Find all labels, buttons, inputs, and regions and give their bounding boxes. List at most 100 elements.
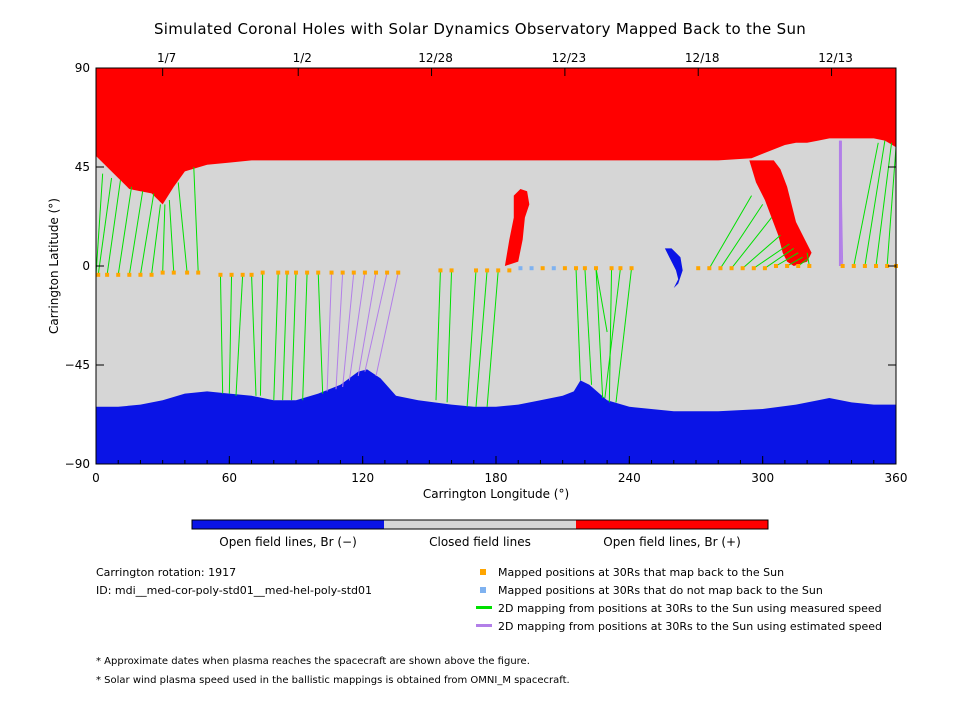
- x-axis-label: Carrington Longitude (°): [423, 487, 569, 501]
- measured-mapping-line: [235, 274, 244, 396]
- measured-mapping-line: [775, 252, 799, 267]
- date-tick-label: 12/28: [418, 51, 453, 65]
- mapped-point: [540, 266, 545, 271]
- measured-mapping-line: [731, 217, 772, 269]
- legend-swatch-estimated: [476, 624, 492, 627]
- south-coronal-hole: [96, 369, 896, 464]
- mapped-point: [240, 272, 245, 277]
- mapped-point: [862, 264, 867, 268]
- measured-mapping-line: [282, 272, 288, 401]
- measured-mapping-line: [584, 268, 593, 385]
- measured-mapping-line: [720, 204, 764, 269]
- measured-mapping-line: [95, 173, 104, 275]
- y-tick-label: 90: [75, 61, 90, 75]
- measured-mapping-line: [291, 272, 297, 401]
- mapped-point: [574, 266, 578, 271]
- measured-mapping-line: [177, 182, 188, 273]
- measured-mapping-line: [806, 252, 810, 267]
- measured-mapping-line: [151, 204, 161, 275]
- colorbar-label-negative: Open field lines, Br (−): [219, 535, 357, 549]
- estimated-mapping-line: [364, 272, 388, 372]
- mapped-point: [718, 266, 723, 271]
- carrington-rotation: Carrington rotation: 1917: [96, 566, 237, 579]
- mapped-point: [138, 272, 143, 277]
- date-tick-label: 1/7: [157, 51, 176, 65]
- mapped-point: [707, 266, 712, 271]
- measured-mapping-line: [875, 142, 893, 267]
- mapped-point: [362, 270, 367, 275]
- measured-mapping-line: [595, 268, 608, 333]
- y-tick-label: 45: [75, 160, 90, 174]
- mapped-point: [751, 266, 756, 271]
- estimated-mapping-line: [326, 272, 333, 392]
- legend-swatch-measured: [476, 606, 492, 609]
- colorbar-closed: [384, 520, 576, 529]
- measured-mapping-line: [162, 204, 166, 273]
- mapped-point: [374, 270, 378, 275]
- mapped-point: [218, 272, 223, 277]
- mapped-point: [229, 272, 234, 277]
- x-tick-label: 0: [92, 471, 100, 485]
- mapped-point: [449, 268, 454, 273]
- measured-mapping-line: [446, 270, 453, 403]
- mapped-point: [594, 266, 598, 271]
- measured-mapping-line: [228, 274, 233, 394]
- mapped-point: [127, 272, 132, 277]
- chart-title: Simulated Coronal Holes with Solar Dynam…: [153, 20, 807, 38]
- mapped-point: [385, 270, 390, 275]
- mapped-point: [762, 266, 767, 271]
- positive-hole-tongue-300: [749, 160, 812, 266]
- unmapped-point: [551, 266, 556, 271]
- colorbar-label-closed: Closed field lines: [429, 535, 531, 549]
- measured-mapping-line: [764, 247, 795, 269]
- x-tick-label: 300: [751, 471, 774, 485]
- date-tick-label: 1/2: [293, 51, 312, 65]
- date-tick-label: 12/13: [818, 51, 853, 65]
- measured-mapping-line: [193, 166, 199, 273]
- measured-mapping-line: [742, 234, 781, 269]
- x-tick-label: 120: [351, 471, 374, 485]
- mapped-point: [276, 270, 281, 275]
- measured-mapping-line: [317, 272, 324, 394]
- measured-mapping-line: [608, 268, 613, 403]
- measured-mapping-line: [168, 199, 175, 273]
- unmapped-point: [529, 266, 534, 271]
- measured-mapping-line: [864, 140, 886, 267]
- estimated-mapping-line: [357, 272, 377, 377]
- mapped-point: [116, 272, 121, 277]
- mapped-point: [149, 272, 154, 277]
- legend-swatch-unmapped: [480, 587, 486, 593]
- estimated-mapping-line: [348, 272, 366, 381]
- mapped-point: [160, 270, 165, 275]
- mapped-point: [582, 266, 587, 271]
- legend-swatch-mapped: [480, 569, 486, 575]
- x-tick-label: 240: [618, 471, 641, 485]
- measured-mapping-line: [753, 243, 790, 269]
- mapped-point: [474, 268, 478, 273]
- mapped-point: [96, 272, 101, 277]
- measured-mapping-line: [302, 272, 308, 401]
- measured-mapping-line: [128, 191, 144, 275]
- mapped-point: [438, 268, 443, 273]
- legend-mapped: Mapped positions at 30Rs that map back t…: [498, 566, 785, 579]
- measured-mapping-line: [117, 186, 133, 275]
- footnote-dates: * Approximate dates when plasma reaches …: [96, 656, 530, 667]
- measured-mapping-line: [139, 193, 155, 275]
- mapped-point: [729, 266, 734, 271]
- mapped-point: [796, 264, 801, 268]
- mapped-point: [105, 272, 110, 277]
- mapped-point: [562, 266, 567, 271]
- legend-measured: 2D mapping from positions at 30Rs to the…: [498, 602, 882, 615]
- mapped-point: [351, 270, 356, 275]
- mapped-point: [618, 266, 623, 271]
- measured-mapping-line: [604, 268, 621, 399]
- measured-mapping-line: [435, 270, 441, 401]
- mapped-point: [496, 268, 501, 273]
- x-tick-label: 60: [222, 471, 237, 485]
- y-axis-label: Carrington Latitude (°): [47, 198, 61, 334]
- mapped-point: [485, 268, 490, 273]
- measured-mapping-line: [615, 268, 633, 403]
- measured-mapping-line: [786, 256, 803, 267]
- measured-mapping-line: [466, 270, 477, 407]
